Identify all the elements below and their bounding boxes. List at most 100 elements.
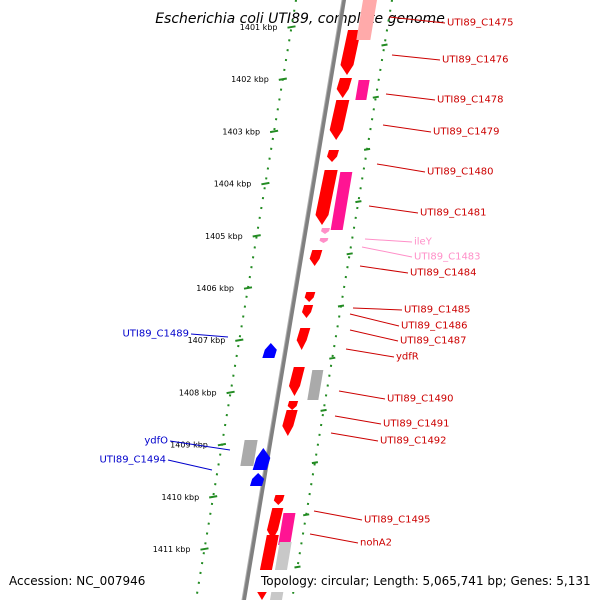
gene-label-group: UTI89_C1475 UTI89_C1476 UTI89_C1478 UTI89_C…: [99, 16, 514, 549]
map-title: Escherichia coli UTI89, complete genome: [155, 11, 445, 27]
gene-leader-line: [190, 333, 229, 338]
gene-label: UTI89_C1475: [447, 18, 514, 29]
minor-tick-mark: [381, 43, 388, 47]
kbp-tick-mark: [217, 442, 227, 447]
gene-leader-line: [169, 440, 231, 451]
gene-label: UTI89_C1490: [387, 394, 454, 405]
minor-tick-mark: [355, 200, 362, 204]
kbp-tick-label: 1408 kbp: [179, 388, 217, 397]
cds-arrow: [309, 250, 323, 266]
kbp-tick-mark: [278, 77, 287, 81]
kbp-tick-label: 1411 kbp: [153, 545, 191, 554]
rna-feature-block: [330, 172, 353, 230]
kbp-tick-label: 1406 kbp: [196, 284, 234, 293]
kbp-tick-mark: [200, 547, 209, 551]
gene-label: UTI89_C1480: [427, 167, 494, 178]
gene-leader-line: [349, 329, 399, 342]
pseudo-feature-block: [240, 440, 258, 466]
cds-arrow: [329, 100, 350, 140]
topology-text: Topology: circular; Length: 5,065,741 bp…: [260, 574, 591, 588]
kbp-tick-label: 1404 kbp: [214, 180, 252, 189]
cds-arrow: [288, 367, 305, 396]
reverse-gene-arrow: [249, 473, 265, 486]
gene-label: UTI89_C1485: [404, 305, 471, 316]
kbp-tick-label: 1407 kbp: [188, 336, 226, 345]
gene-leader-line: [364, 238, 413, 243]
gene-label: UTI89_C1487: [400, 336, 467, 347]
gene-leader-line: [338, 390, 386, 400]
kbp-tick-mark: [226, 390, 235, 395]
kbp-tick-mark: [287, 25, 296, 29]
faded-feature-block: [356, 0, 377, 40]
gene-leader-line: [352, 307, 403, 311]
kbp-tick-mark: [269, 129, 279, 134]
backbone-highlight: [241, 0, 343, 600]
gene-label: UTI89_C1483: [414, 252, 481, 263]
minor-tick-mark: [337, 304, 345, 308]
cds-arrow: [266, 508, 284, 540]
gene-leader-line: [385, 93, 436, 101]
gene-leader-line: [361, 246, 413, 258]
minor-tick-mark: [303, 513, 310, 517]
gene-label: UTI89_C1494: [99, 455, 166, 466]
gene-label: ydfR: [396, 352, 419, 363]
kbp-tick-mark: [261, 181, 270, 186]
minor-tick-mark: [372, 95, 379, 99]
minor-tick-mark: [346, 252, 353, 256]
gene-leader-line: [368, 205, 419, 214]
gene-label: UTI89_C1481: [420, 208, 487, 219]
gene-label: UTI89_C1476: [442, 55, 509, 66]
feature-group: [240, 0, 377, 600]
minor-tick-mark: [294, 565, 301, 569]
gene-leader-line: [334, 415, 382, 425]
gene-label: UTI89_C1486: [401, 321, 468, 332]
kbp-tick-label: 1401 kbp: [240, 23, 278, 32]
cds-arrow: [273, 495, 285, 505]
gene-label: UTI89_C1495: [364, 515, 431, 526]
cds-arrow: [301, 305, 314, 318]
gene-label: ileY: [414, 237, 433, 248]
kbp-tick-label: 1409 kbp: [170, 441, 208, 450]
kbp-tick-label: 1405 kbp: [205, 232, 243, 241]
accession-text: Accession: NC_007946: [9, 574, 145, 588]
reverse-gene-arrow: [262, 343, 277, 358]
cds-arrow: [296, 328, 311, 350]
gene-label: ydfO: [144, 436, 168, 447]
rna-feature-block: [355, 80, 370, 100]
topology-backdrop: [256, 570, 598, 592]
gene-label: UTI89_C1489: [122, 329, 189, 340]
backbone-line: [241, 0, 347, 600]
kbp-tick-mark: [235, 338, 244, 342]
cds-arrow: [287, 401, 299, 410]
minor-tick-mark: [320, 408, 327, 412]
gene-leader-line: [313, 510, 363, 521]
cds-arrow: [326, 150, 339, 162]
pseudo-feature-block: [307, 370, 324, 400]
minor-tick-mark: [329, 356, 336, 360]
trna-mark: [319, 238, 329, 243]
minor-tick-mark: [363, 147, 371, 151]
minor-tick-mark: [311, 461, 319, 465]
gene-leader-line: [309, 533, 359, 544]
cds-arrow: [336, 78, 352, 98]
gene-leader-line: [359, 265, 409, 274]
reverse-gene-arrow: [252, 448, 271, 470]
trna-mark: [320, 228, 330, 234]
gene-label: UTI89_C1492: [380, 436, 447, 447]
gene-leader-line: [345, 348, 395, 358]
gene-leader-line: [330, 432, 379, 442]
kbp-tick-label: 1402 kbp: [231, 75, 269, 84]
gene-label: nohA2: [360, 538, 392, 549]
kbp-tick-mark: [252, 234, 261, 238]
gene-leader-line: [349, 313, 400, 327]
gene-leader-line: [391, 54, 441, 61]
kbp-tick-label: 1403 kbp: [222, 127, 260, 136]
cds-arrow: [315, 170, 338, 225]
gene-leader-line: [376, 163, 426, 173]
gene-leader-line: [382, 124, 432, 133]
kbp-tick-mark: [209, 495, 218, 499]
accession-backdrop: [4, 570, 154, 592]
gene-label: UTI89_C1491: [383, 419, 450, 430]
gene-label: UTI89_C1479: [433, 127, 500, 138]
